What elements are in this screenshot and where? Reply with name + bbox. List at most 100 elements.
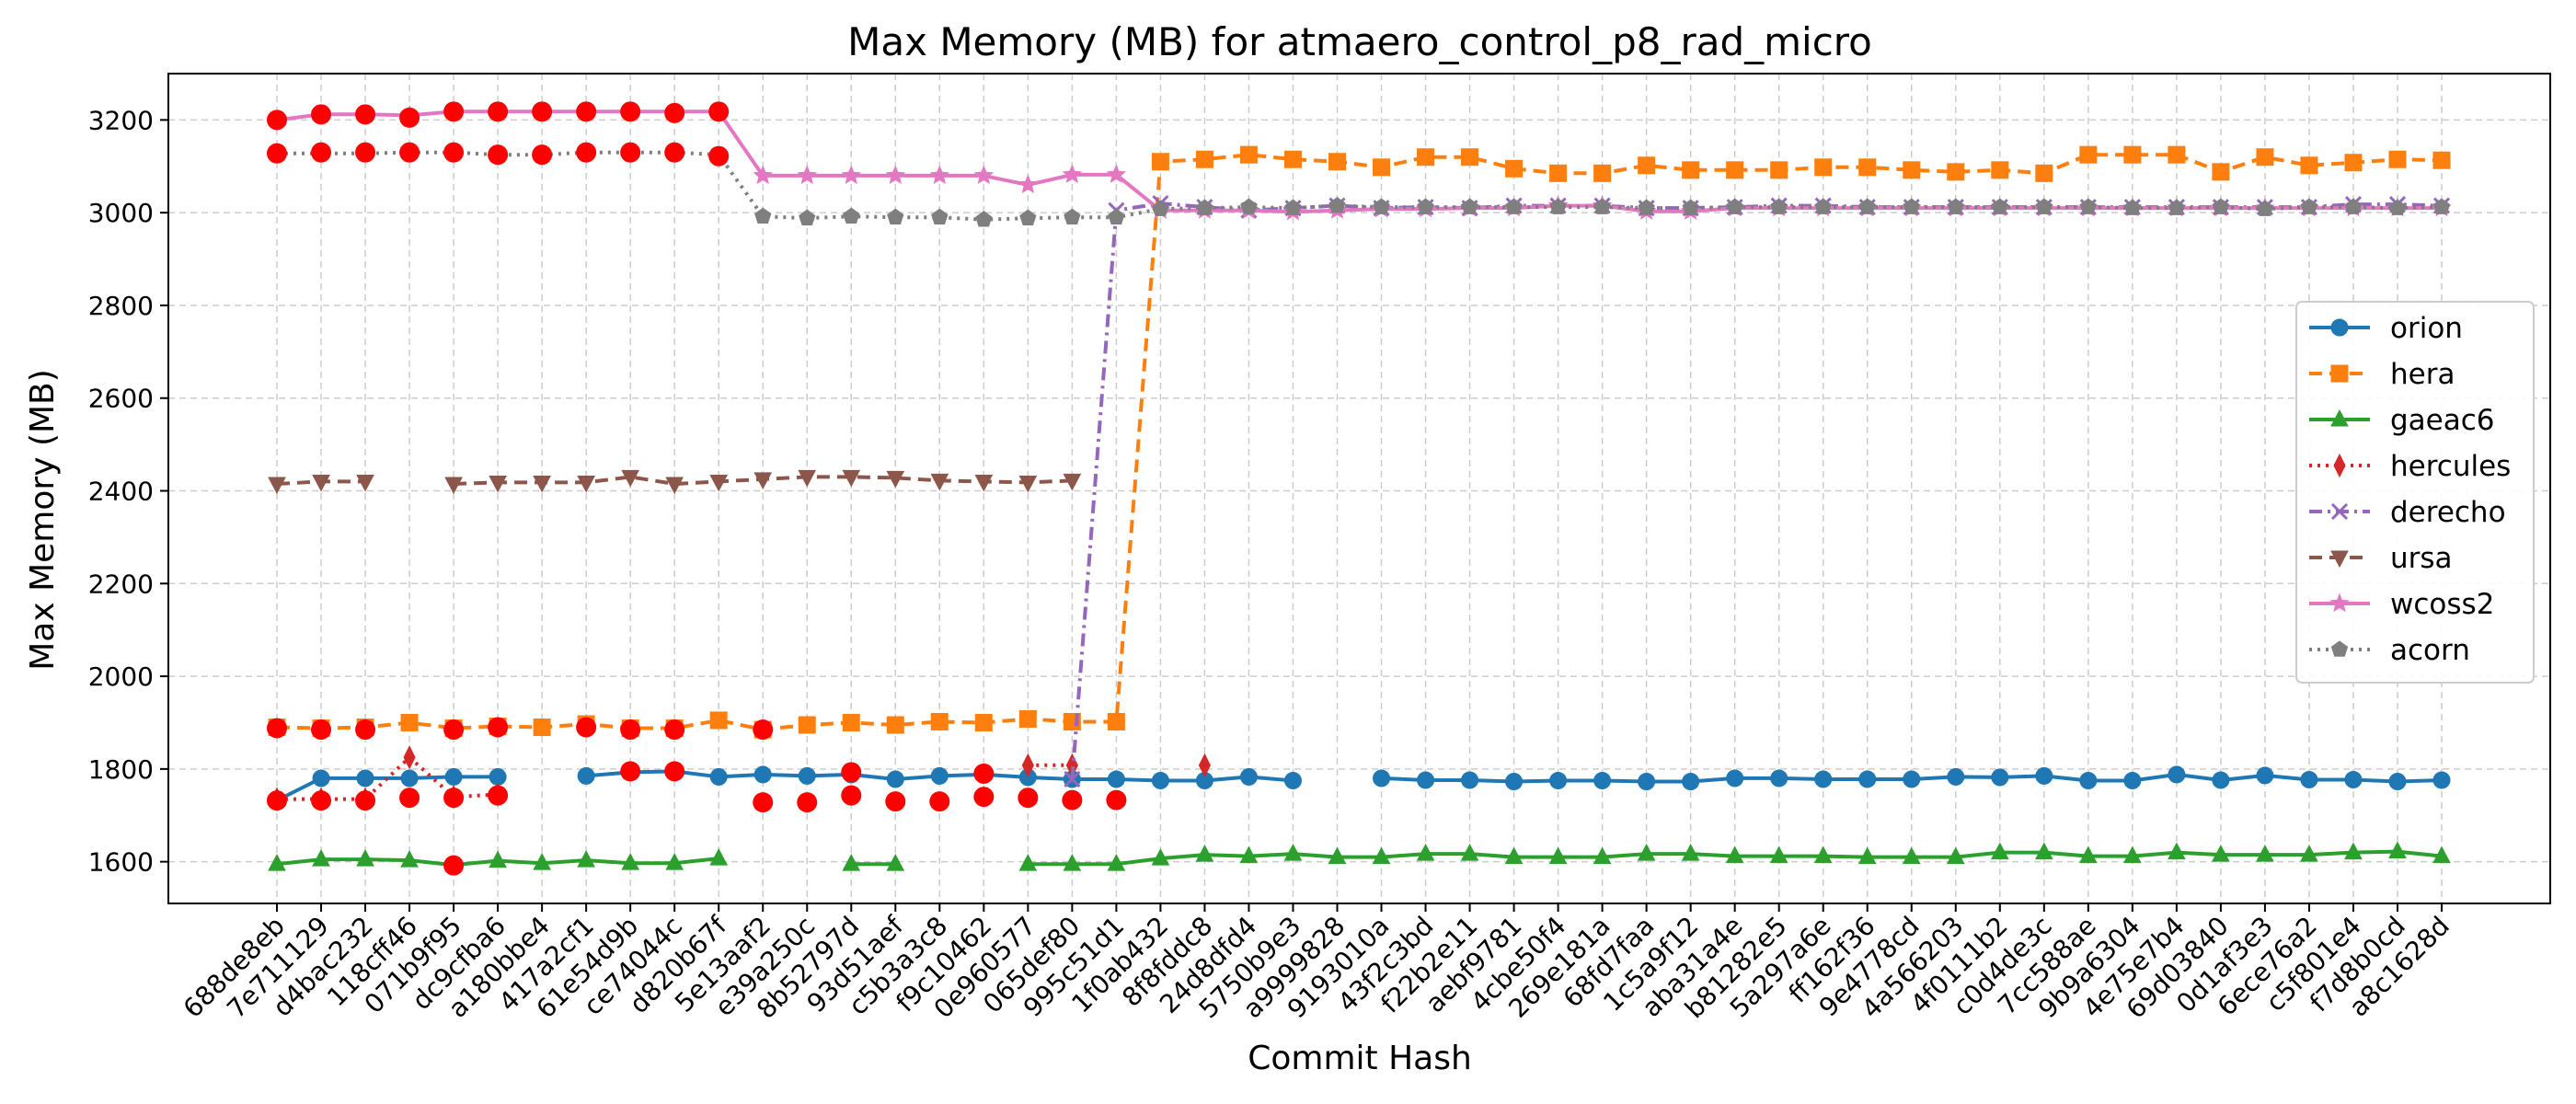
data-point-orion	[356, 769, 374, 788]
highlight-point	[399, 788, 420, 809]
y-tick-label: 1600	[88, 847, 154, 878]
legend-item-orion: orion	[2309, 312, 2463, 345]
highlight-point	[664, 142, 685, 163]
data-point-gaeac6	[886, 854, 905, 871]
legend-marker	[2330, 408, 2349, 427]
highlight-point	[311, 104, 332, 125]
data-point-hera	[2388, 150, 2407, 168]
highlight-point	[973, 787, 995, 808]
data-point-orion	[1770, 769, 1788, 788]
data-point-orion	[1682, 772, 1700, 790]
data-point-gaeac6	[1239, 845, 1259, 864]
highlight-point	[620, 761, 641, 782]
legend-item-acorn: acorn	[2309, 634, 2470, 667]
data-point-gaeac6	[1769, 845, 1788, 864]
data-point-hera	[2123, 145, 2142, 164]
legend-box	[2295, 301, 2535, 684]
legend-label: hercules	[2390, 450, 2511, 483]
data-point-acorn	[1991, 198, 2008, 214]
data-point-orion	[1283, 771, 1302, 789]
data-point-gaeac6	[1637, 844, 1656, 861]
data-point-hera	[1991, 161, 2009, 179]
data-point-acorn	[2432, 198, 2451, 214]
plot-frame	[167, 73, 2551, 904]
data-point-hera	[1947, 163, 1965, 181]
data-point-ursa	[842, 469, 861, 488]
data-point-hera	[930, 712, 949, 730]
highlight-point	[664, 102, 685, 123]
highlight-point	[267, 790, 287, 811]
data-point-orion	[1417, 771, 1435, 789]
series-line-hera	[276, 153, 2443, 731]
data-point-ursa	[577, 475, 595, 493]
data-point-acorn	[1019, 209, 1037, 225]
data-point-gaeac6	[1681, 844, 1700, 861]
legend-label: orion	[2390, 312, 2463, 345]
y-tick-label: 2800	[88, 291, 154, 321]
data-point-acorn	[1549, 198, 1567, 214]
data-point-hera	[2035, 164, 2053, 182]
data-point-acorn	[2079, 198, 2097, 214]
data-point-ursa	[930, 473, 949, 491]
highlight-point	[311, 790, 332, 811]
legend-marker	[2330, 364, 2349, 383]
legend-marker	[2330, 502, 2349, 521]
data-point-orion	[1373, 769, 1391, 788]
legend-label: acorn	[2390, 634, 2470, 667]
data-point-acorn	[799, 209, 816, 225]
data-point-gaeac6	[1857, 846, 1877, 865]
data-point-orion	[1726, 769, 1744, 788]
data-point-acorn	[1858, 198, 1876, 214]
data-point-wcoss2	[753, 165, 773, 185]
data-point-acorn	[2212, 198, 2230, 214]
legend-marker	[2330, 640, 2349, 657]
highlight-point	[753, 792, 774, 813]
y-tick-label: 1800	[88, 754, 154, 785]
data-point-orion	[1107, 770, 1125, 788]
data-point-hera	[1858, 158, 1877, 177]
data-point-hera	[842, 713, 860, 731]
data-point-orion	[2123, 771, 2142, 789]
highlight-point	[576, 101, 597, 122]
highlight-point	[576, 717, 597, 738]
data-point-orion	[1151, 771, 1169, 789]
highlight-point	[355, 142, 376, 163]
data-point-acorn	[1903, 198, 1920, 214]
data-point-gaeac6	[2344, 842, 2363, 860]
highlight-point	[443, 788, 465, 809]
data-point-gaeac6	[2168, 842, 2186, 860]
data-point-gaeac6	[533, 853, 551, 870]
data-point-orion	[2168, 765, 2186, 784]
data-point-gaeac6	[1460, 844, 1479, 861]
data-point-orion	[753, 765, 772, 784]
data-point-hera	[1239, 145, 1258, 164]
data-point-hera	[1549, 164, 1568, 182]
data-point-ursa	[533, 475, 551, 493]
data-point-derecho	[1064, 770, 1081, 788]
data-point-ursa	[1063, 473, 1082, 491]
data-point-gaeac6	[1946, 846, 1965, 865]
data-point-hera	[2168, 145, 2186, 164]
data-point-hera	[2344, 154, 2363, 172]
highlight-point	[620, 719, 641, 741]
data-point-ursa	[312, 474, 330, 492]
data-point-hera	[1682, 161, 1700, 179]
data-point-acorn	[1284, 199, 1302, 215]
highlight-point	[443, 142, 465, 163]
data-point-wcoss2	[1062, 164, 1083, 183]
data-point-gaeac6	[1372, 846, 1391, 865]
data-point-orion	[400, 769, 419, 788]
data-point-wcoss2	[973, 165, 995, 185]
grid-lines	[168, 74, 2550, 903]
data-point-gaeac6	[1063, 854, 1082, 871]
data-point-gaeac6	[2256, 845, 2274, 862]
data-point-orion	[1991, 768, 2009, 787]
highlight-point	[532, 101, 553, 122]
series-ursa	[268, 469, 1082, 495]
data-point-orion	[886, 770, 904, 788]
highlight-points	[267, 101, 1127, 876]
legend-label: wcoss2	[2390, 588, 2494, 621]
data-point-ursa	[753, 472, 773, 489]
data-point-orion	[1638, 772, 1656, 790]
y-tick-label: 3200	[88, 105, 154, 135]
